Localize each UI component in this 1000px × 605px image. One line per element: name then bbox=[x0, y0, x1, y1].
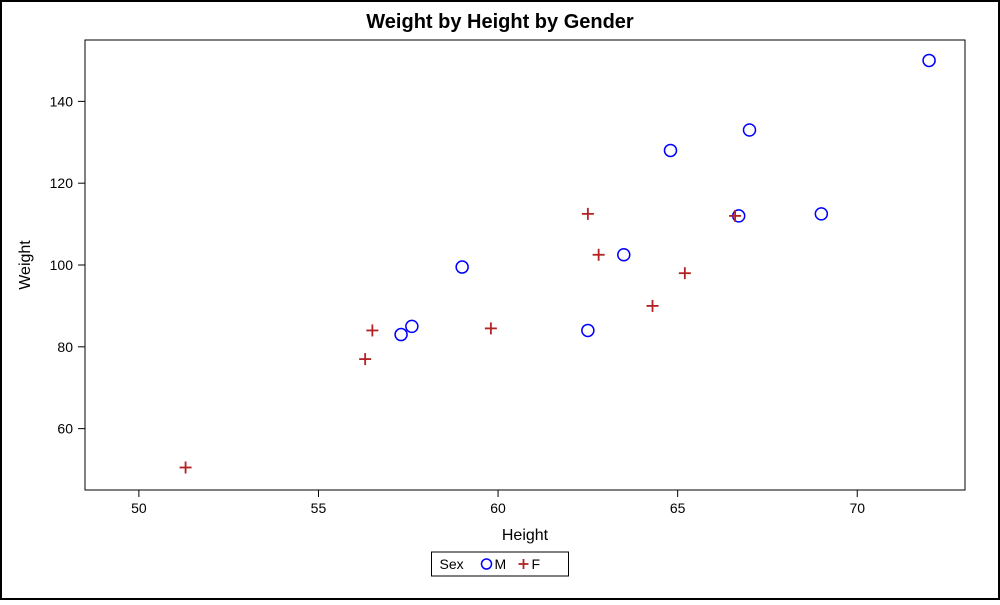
x-tick-label: 60 bbox=[490, 500, 506, 516]
scatter-chart: Weight by Height by Gender 50 55 60 65 70 60 80… bbox=[0, 0, 1000, 600]
y-tick-label: 120 bbox=[50, 175, 74, 191]
legend-title: Sex bbox=[440, 556, 464, 572]
chart-container: Weight by Height by Gender 50 55 60 65 70 60 80… bbox=[0, 0, 1000, 600]
y-tick-label: 140 bbox=[50, 93, 74, 109]
x-tick-label: 65 bbox=[670, 500, 686, 516]
y-tick-label: 80 bbox=[57, 339, 73, 355]
legend-item-label: M bbox=[495, 556, 507, 572]
x-tick-label: 55 bbox=[311, 500, 327, 516]
legend-item-label: F bbox=[532, 556, 541, 572]
x-axis-label: Height bbox=[502, 527, 549, 544]
chart-title: Weight by Height by Gender bbox=[366, 11, 634, 33]
x-tick-label: 70 bbox=[849, 500, 865, 516]
y-tick-label: 100 bbox=[50, 257, 74, 273]
x-tick-label: 50 bbox=[131, 500, 147, 516]
y-axis-label: Weight bbox=[17, 240, 34, 290]
y-tick-label: 60 bbox=[57, 421, 73, 437]
